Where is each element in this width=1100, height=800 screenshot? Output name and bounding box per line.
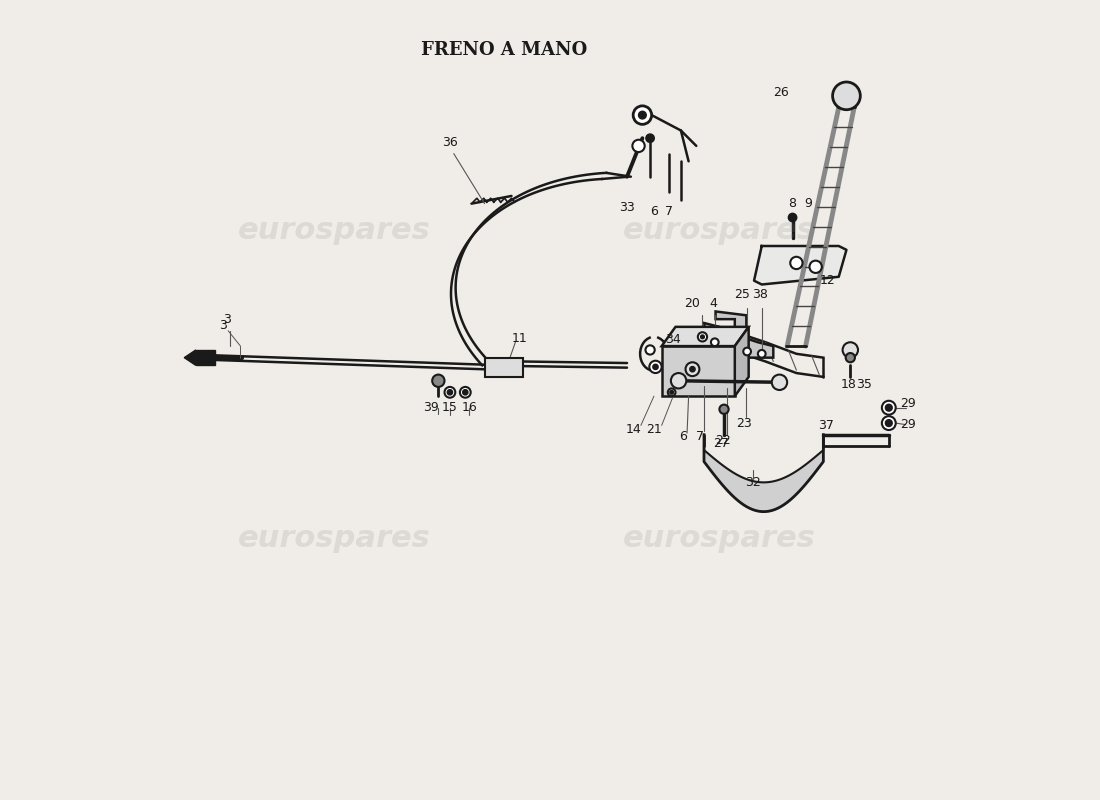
Text: 39: 39 xyxy=(422,401,439,414)
Circle shape xyxy=(886,420,892,426)
Circle shape xyxy=(649,361,661,373)
Circle shape xyxy=(460,387,471,398)
Circle shape xyxy=(790,257,803,269)
Circle shape xyxy=(671,373,686,389)
Circle shape xyxy=(758,350,766,358)
Circle shape xyxy=(646,346,654,354)
Text: 22: 22 xyxy=(715,434,732,447)
Polygon shape xyxy=(662,327,749,346)
Circle shape xyxy=(448,390,452,394)
Text: 32: 32 xyxy=(745,476,760,489)
Text: 29: 29 xyxy=(900,398,916,410)
Text: 3: 3 xyxy=(219,319,227,332)
Text: eurospares: eurospares xyxy=(238,216,431,245)
Text: 7: 7 xyxy=(666,205,673,218)
Circle shape xyxy=(634,106,651,124)
Circle shape xyxy=(882,401,895,414)
Text: 18: 18 xyxy=(840,378,857,391)
Circle shape xyxy=(882,416,895,430)
Text: 9: 9 xyxy=(804,197,812,210)
Text: 14: 14 xyxy=(625,422,641,436)
Text: 34: 34 xyxy=(666,334,681,346)
Circle shape xyxy=(632,140,645,152)
Bar xyxy=(484,358,524,377)
Circle shape xyxy=(697,332,707,342)
Text: 20: 20 xyxy=(684,298,701,310)
Bar xyxy=(662,346,735,396)
Circle shape xyxy=(463,390,467,394)
Text: 35: 35 xyxy=(856,378,872,391)
Polygon shape xyxy=(755,246,847,285)
Circle shape xyxy=(833,82,860,110)
Circle shape xyxy=(653,365,658,369)
Text: 6: 6 xyxy=(680,430,688,443)
Text: 15: 15 xyxy=(442,401,458,414)
Circle shape xyxy=(843,342,858,358)
Text: 25: 25 xyxy=(734,288,750,301)
Text: 8: 8 xyxy=(789,197,796,210)
Bar xyxy=(196,350,216,366)
Circle shape xyxy=(685,362,700,376)
Circle shape xyxy=(772,374,788,390)
Text: 21: 21 xyxy=(646,422,662,436)
Polygon shape xyxy=(185,350,196,366)
Circle shape xyxy=(701,335,704,338)
Circle shape xyxy=(668,389,675,396)
Text: 23: 23 xyxy=(736,417,752,430)
Text: 37: 37 xyxy=(817,419,834,432)
Polygon shape xyxy=(715,311,773,358)
Text: eurospares: eurospares xyxy=(238,524,431,553)
Circle shape xyxy=(846,353,855,362)
Circle shape xyxy=(711,338,718,346)
Text: 12: 12 xyxy=(820,274,835,287)
Text: eurospares: eurospares xyxy=(623,524,816,553)
Text: 26: 26 xyxy=(773,86,789,98)
Circle shape xyxy=(744,348,751,355)
Text: 7: 7 xyxy=(696,430,704,443)
Text: 33: 33 xyxy=(619,201,635,214)
Polygon shape xyxy=(735,327,749,396)
Circle shape xyxy=(789,214,796,222)
Text: 4: 4 xyxy=(710,298,717,310)
Text: FRENO A MANO: FRENO A MANO xyxy=(420,41,587,58)
Circle shape xyxy=(886,405,892,410)
Circle shape xyxy=(690,367,695,371)
Text: 3: 3 xyxy=(222,313,231,326)
Text: 38: 38 xyxy=(752,288,768,301)
Circle shape xyxy=(670,390,673,394)
Text: 36: 36 xyxy=(442,135,458,149)
Text: 11: 11 xyxy=(512,332,527,345)
Text: 29: 29 xyxy=(900,418,916,431)
Circle shape xyxy=(638,111,647,119)
Text: eurospares: eurospares xyxy=(623,216,816,245)
Text: 6: 6 xyxy=(650,205,658,218)
Circle shape xyxy=(810,261,822,273)
Circle shape xyxy=(432,374,444,387)
Circle shape xyxy=(719,405,728,414)
Circle shape xyxy=(647,134,653,142)
Text: 27: 27 xyxy=(713,438,729,450)
Circle shape xyxy=(444,387,455,398)
Text: 16: 16 xyxy=(461,401,477,414)
